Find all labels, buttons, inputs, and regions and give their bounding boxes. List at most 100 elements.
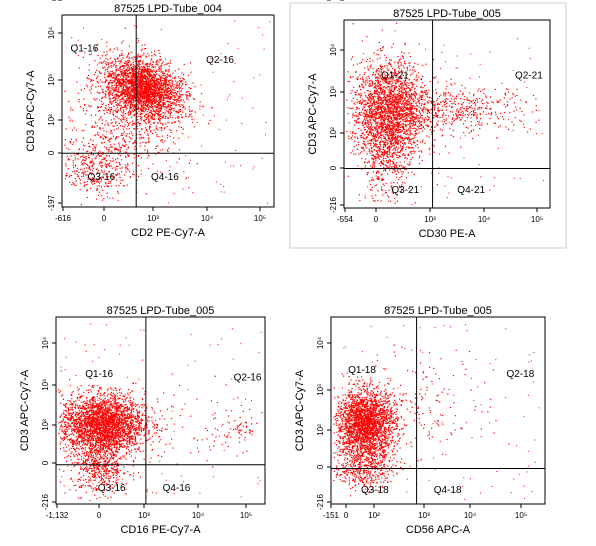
event-dot [132, 84, 134, 86]
event-dot [155, 131, 157, 134]
event-dot [155, 69, 157, 72]
event-dot [74, 164, 77, 166]
event-dot [147, 116, 149, 118]
event-dot [399, 132, 401, 134]
event-dot [109, 197, 111, 199]
event-dot [140, 104, 142, 106]
event-dot [153, 91, 155, 93]
event-dot [379, 48, 381, 50]
event-dot [405, 88, 408, 90]
event-dot [404, 81, 406, 83]
event-dot [109, 146, 111, 148]
event-dot [196, 122, 198, 124]
event-dot [129, 100, 131, 102]
event-dot [127, 124, 129, 126]
event-dot [389, 122, 391, 124]
event-dot [138, 83, 140, 85]
event-dot [377, 121, 379, 123]
event-dot [145, 118, 147, 121]
event-dot [95, 122, 97, 124]
event-dot [356, 99, 358, 101]
event-dot [136, 107, 138, 109]
event-dot [125, 60, 127, 62]
event-dot [125, 135, 127, 137]
event-dot [405, 78, 407, 80]
event-dot [110, 100, 112, 102]
event-dot [140, 79, 142, 81]
event-dot [114, 62, 117, 64]
event-dot [162, 103, 164, 105]
event-dot [406, 100, 408, 102]
event-dot [419, 125, 421, 127]
event-dot [172, 141, 174, 143]
event-dot [145, 78, 147, 81]
event-dot [106, 53, 108, 55]
event-dot [124, 99, 127, 101]
event-dot [113, 73, 115, 75]
event-dot [356, 122, 358, 124]
event-dot [384, 78, 386, 80]
event-dot [134, 73, 136, 75]
event-dot [153, 86, 155, 88]
event-dot [119, 102, 121, 104]
event-dot [137, 89, 139, 91]
event-dot [64, 144, 66, 146]
event-dot [103, 186, 105, 188]
event-dot [426, 118, 428, 121]
event-dot [145, 193, 147, 195]
event-dot [83, 162, 85, 164]
event-dot [170, 86, 172, 88]
event-dot [178, 83, 181, 85]
event-dot [151, 70, 153, 72]
event-dot [67, 157, 69, 160]
event-dot [131, 80, 133, 82]
event-dot [162, 117, 164, 119]
event-dot [140, 74, 143, 76]
event-dot [352, 23, 354, 25]
event-dot [379, 112, 381, 114]
event-dot [150, 109, 152, 111]
event-dot [106, 68, 108, 70]
event-dot [395, 111, 397, 113]
event-dot [407, 124, 409, 126]
event-dot [111, 62, 113, 64]
event-dot [169, 84, 171, 86]
event-dot [123, 72, 125, 74]
event-dot [401, 119, 404, 121]
event-dot [390, 111, 392, 113]
event-dot [147, 86, 150, 88]
event-dot [375, 114, 377, 116]
event-dot [139, 77, 141, 79]
event-dot [99, 177, 101, 179]
event-dot [148, 75, 150, 78]
event-dot [352, 116, 354, 118]
event-dot [125, 168, 127, 170]
event-dot [171, 91, 173, 93]
event-dot [145, 85, 147, 87]
event-dot [142, 104, 145, 106]
event-dot [137, 74, 139, 76]
event-dot [158, 81, 160, 83]
event-dot [137, 88, 139, 90]
event-dot [139, 96, 141, 98]
event-dot [111, 73, 113, 75]
event-dot [394, 126, 396, 128]
event-dot [157, 115, 159, 117]
event-dot [111, 130, 113, 132]
event-dot [108, 97, 110, 99]
event-dot [127, 154, 129, 156]
event-dot [391, 95, 393, 97]
event-dot [92, 84, 94, 86]
event-dot [109, 138, 111, 140]
event-dot [188, 94, 190, 96]
event-dot [138, 67, 141, 69]
event-dot [93, 126, 96, 128]
event-dot [119, 149, 121, 151]
event-dot [364, 104, 366, 106]
event-dot [179, 110, 181, 112]
event-dot [140, 89, 142, 91]
event-dot [378, 127, 380, 129]
event-dot [96, 181, 98, 183]
event-dot [399, 121, 401, 123]
event-dot [145, 63, 147, 65]
